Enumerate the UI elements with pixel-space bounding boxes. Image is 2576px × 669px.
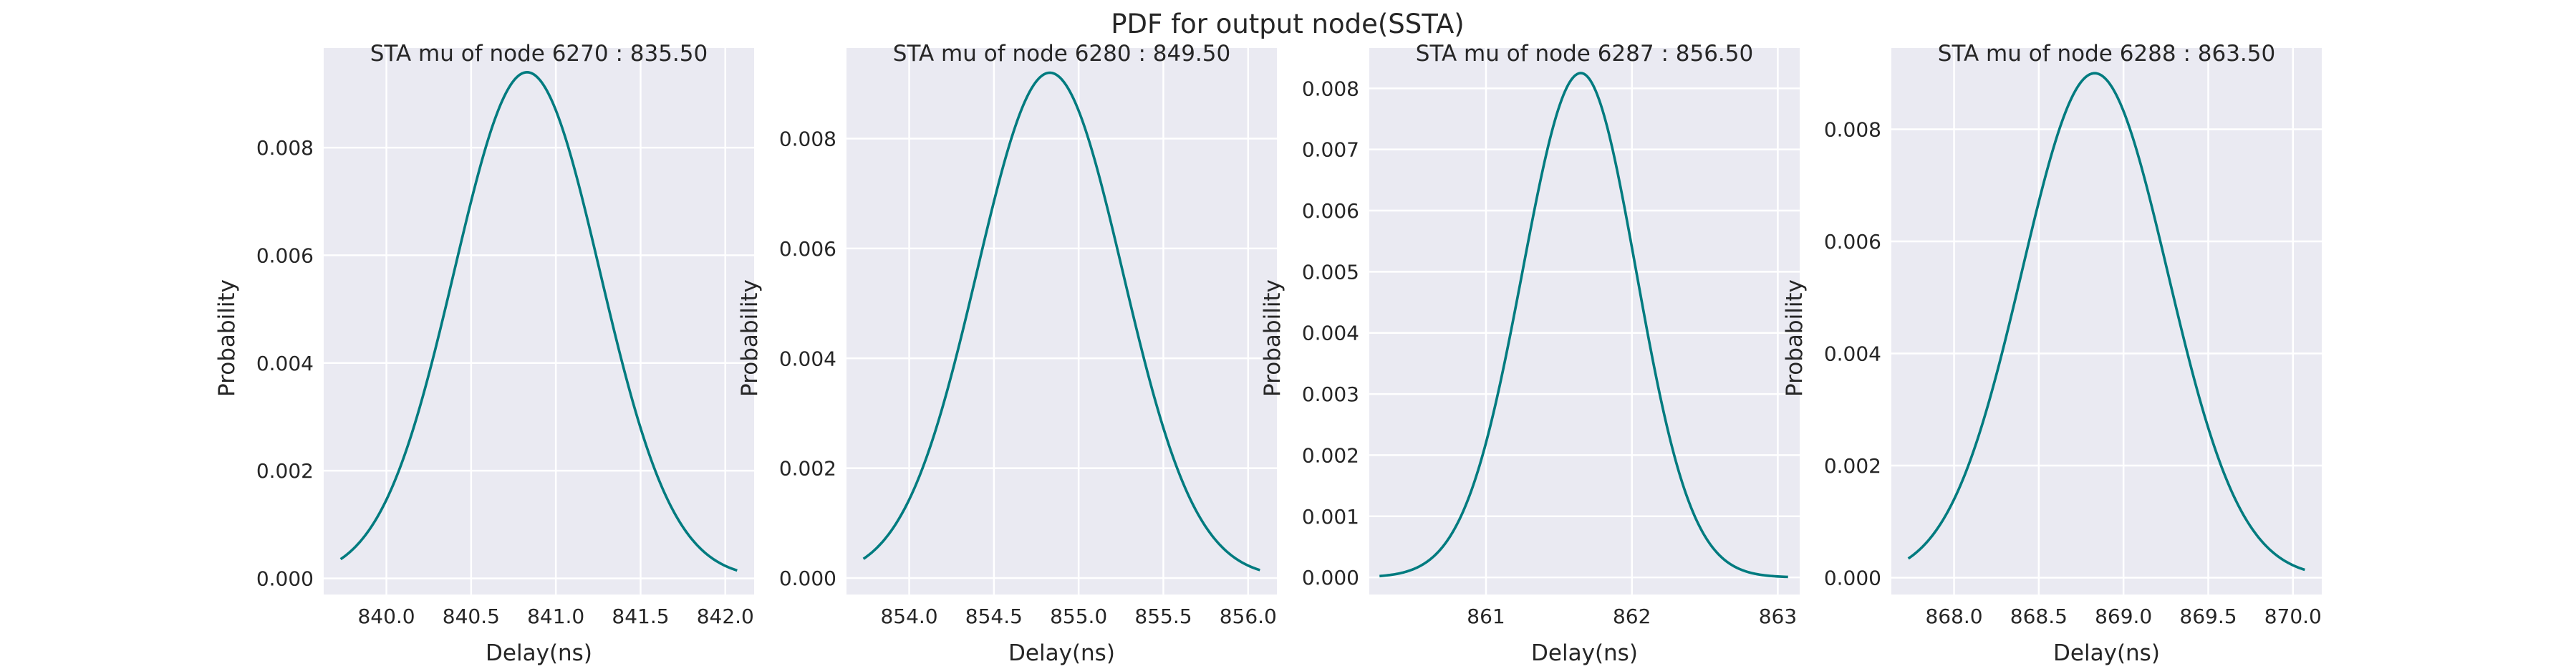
y-tick-label: 0.000: [1824, 567, 1881, 590]
x-tick-label: 855.0: [1050, 605, 1107, 628]
y-tick-label: 0.004: [1302, 322, 1359, 345]
x-tick-label: 841.0: [527, 605, 584, 628]
y-tick-label: 0.007: [1302, 138, 1359, 162]
y-tick-label: 0.003: [1302, 382, 1359, 406]
subplot-4: 868.0 868.5 869.0 869.5 870.0 0.000 0.002 0.004…: [1782, 41, 2322, 666]
subplot-title: STA mu of node 6288 : 863.50: [1938, 41, 2275, 67]
x-tick-label: 870.0: [2264, 605, 2322, 628]
x-axis-label: Delay(ns): [1531, 640, 1638, 666]
x-tick-label: 841.5: [612, 605, 669, 628]
y-tick-label: 0.001: [1302, 505, 1359, 529]
y-tick-label: 0.002: [1302, 443, 1359, 467]
y-tick-label: 0.008: [1824, 117, 1881, 141]
pdf-curve: [1379, 72, 1788, 579]
pdf-curve: [339, 71, 738, 572]
y-axis-label: Probability: [1782, 279, 1808, 397]
x-tick-label: 869.0: [2095, 605, 2152, 628]
x-tick-label: 863: [1759, 605, 1797, 628]
subplot-title: STA mu of node 6270 : 835.50: [370, 41, 708, 67]
x-axis-label: Delay(ns): [1008, 640, 1115, 666]
plot-area: [1891, 48, 2322, 595]
y-tick-label: 0.006: [1824, 230, 1881, 254]
y-axis-label: Probability: [737, 279, 763, 397]
x-tick-label: 869.5: [2179, 605, 2237, 628]
pdf-curve: [1907, 72, 2305, 572]
y-tick-label: 0.000: [256, 567, 314, 590]
subplot-1: 840.0 840.5 841.0 841.5 842.0 0.000 0.002 0.004…: [214, 41, 754, 666]
x-tick-label: 868.0: [1925, 605, 1982, 628]
pdf-curve: [862, 71, 1260, 572]
y-tick-label: 0.004: [1824, 342, 1881, 365]
y-tick-label: 0.008: [1302, 77, 1359, 100]
subplot-title: STA mu of node 6287 : 856.50: [1416, 41, 1753, 67]
plot-area: [1369, 48, 1800, 595]
subplot-title: STA mu of node 6280 : 849.50: [893, 41, 1230, 67]
x-tick-label: 868.5: [2010, 605, 2068, 628]
y-tick-label: 0.008: [779, 127, 836, 151]
y-tick-label: 0.002: [1824, 454, 1881, 478]
y-tick-label: 0.005: [1302, 260, 1359, 284]
subplot-2: 854.0 854.5 855.0 855.5 856.0 0.000 0.002 0.004…: [737, 41, 1277, 666]
x-tick-label: 842.0: [697, 605, 754, 628]
y-tick-label: 0.004: [779, 347, 836, 370]
x-tick-label: 855.5: [1134, 605, 1192, 628]
plot-area: [324, 48, 754, 595]
y-tick-label: 0.000: [1302, 566, 1359, 589]
plot-area: [846, 48, 1277, 595]
y-tick-label: 0.002: [779, 457, 836, 481]
x-tick-label: 854.5: [965, 605, 1023, 628]
x-axis-label: Delay(ns): [486, 640, 592, 666]
x-tick-label: 861: [1467, 605, 1505, 628]
y-axis-label: Probability: [214, 279, 240, 397]
x-tick-label: 856.0: [1220, 605, 1277, 628]
x-tick-label: 854.0: [880, 605, 937, 628]
y-tick-label: 0.006: [256, 244, 314, 267]
x-axis-label: Delay(ns): [2053, 640, 2160, 666]
x-tick-label: 840.5: [443, 605, 500, 628]
y-tick-label: 0.008: [256, 136, 314, 160]
y-axis-label: Probability: [1260, 279, 1285, 397]
y-tick-label: 0.004: [256, 352, 314, 375]
y-tick-label: 0.006: [779, 237, 836, 261]
figure-title: PDF for output node(SSTA): [1111, 9, 1465, 39]
y-tick-label: 0.000: [779, 567, 836, 590]
x-tick-label: 862: [1613, 605, 1651, 628]
subplot-3: 861 862 863 0.000 0.001 0.002 0.003 0.004 0.005 0…: [1260, 41, 1800, 666]
y-tick-label: 0.002: [256, 459, 314, 483]
x-tick-label: 840.0: [357, 605, 415, 628]
y-tick-label: 0.006: [1302, 199, 1359, 223]
subplots: 840.0 840.5 841.0 841.5 842.0 0.000 0.002 0.004…: [214, 41, 2322, 666]
